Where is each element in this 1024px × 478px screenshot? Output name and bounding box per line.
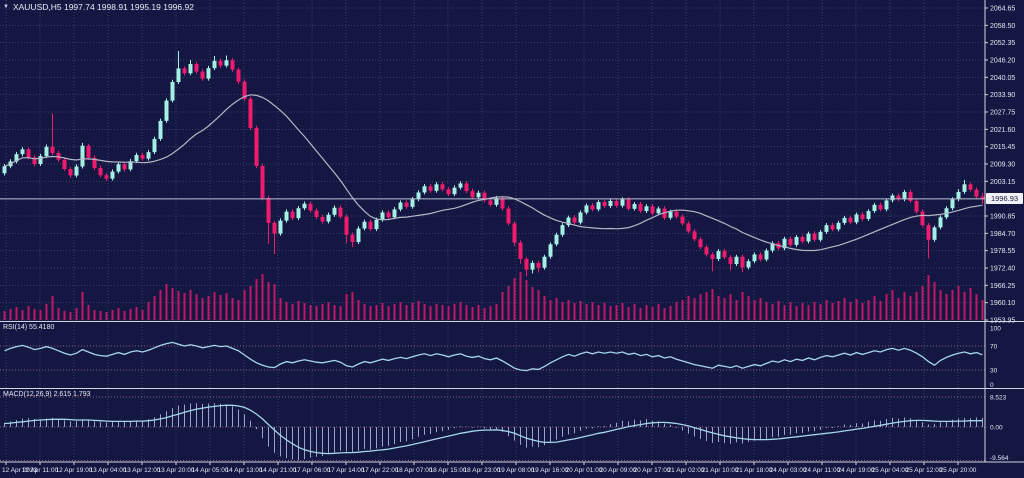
price-tick-label: 2003.15: [990, 179, 1015, 186]
macd-scale-label: -9.564: [990, 455, 1009, 462]
price-tick-label: 2052.35: [990, 40, 1015, 47]
price-tick-label: 2021.60: [990, 127, 1015, 134]
price-tick-label: 2009.30: [990, 161, 1015, 168]
time-tick-label: 21 Apr 18:00: [736, 467, 773, 474]
current-price-label: 1996.93: [986, 193, 1023, 205]
time-tick-label: 12 Apr 11:00: [22, 467, 59, 474]
macd-scale-label: 0.00: [990, 425, 1003, 432]
price-tick-label: 2027.75: [990, 109, 1015, 116]
price-tick-label: 2064.65: [990, 6, 1015, 13]
macd-scale-label: 8.523: [990, 395, 1007, 402]
price-tick-label: 2046.20: [990, 57, 1015, 64]
time-tick-label: 20 Apr 01:00: [566, 467, 603, 474]
rsi-scale-label: 30: [990, 368, 998, 375]
time-tick-label: 19 Apr 08:00: [498, 467, 535, 474]
time-tick-label: 13 Apr 04:00: [90, 467, 127, 474]
time-tick-label: 17 Apr 14:00: [328, 467, 365, 474]
time-tick-label: 20 Apr 09:00: [600, 467, 637, 474]
price-tick-label: 2033.90: [990, 92, 1015, 99]
time-tick-label: 24 Apr 19:00: [838, 467, 875, 474]
macd-indicator-label: MACD(12,26,9) 2.615 1.793: [3, 391, 91, 398]
candles-layer: [2, 50, 985, 277]
moving-average-line: [4, 94, 983, 252]
time-tick-label: 25 Apr 20:00: [940, 467, 977, 474]
chart-title: ▼ XAUUSD,H5 1997.74 1998.91 1995.19 1996…: [3, 2, 194, 12]
time-tick-label: 17 Apr 22:00: [362, 467, 399, 474]
time-tick-label: 24 Apr 03:00: [770, 467, 807, 474]
price-axis[interactable]: 2064.65 2058.50 2052.35 2046.20 2040.05 2033.…: [985, 6, 1015, 463]
price-tick-label: 1978.55: [990, 248, 1015, 255]
time-tick-label: 18 Apr 07:00: [396, 467, 433, 474]
time-tick-label: 19 Apr 16:00: [532, 467, 569, 474]
macd-signal-line: [4, 404, 983, 455]
time-tick-label: 18 Apr 23:00: [464, 467, 501, 474]
time-tick-label: 14 Apr 13:00: [226, 467, 263, 474]
rsi-indicator-label: RSI(14) 55.4180: [3, 324, 55, 331]
rsi-line: [4, 341, 983, 372]
time-tick-label: 21 Apr 02:00: [668, 467, 705, 474]
time-tick-label: 25 Apr 04:00: [872, 467, 909, 474]
time-tick-label: 17 Apr 06:00: [294, 467, 331, 474]
time-tick-label: 12 Apr 2023: [2, 467, 37, 474]
time-tick-label: 24 Apr 11:00: [804, 467, 841, 474]
time-tick-label: 18 Apr 15:00: [430, 467, 467, 474]
time-tick-label: 14 Apr 05:00: [192, 467, 229, 474]
price-tick-label: 2040.05: [990, 75, 1015, 82]
time-tick-label: 25 Apr 12:00: [906, 467, 943, 474]
time-tick-label: 13 Apr 20:00: [158, 467, 195, 474]
grid-layer: [0, 0, 985, 462]
time-tick-label: 12 Apr 19:00: [56, 467, 93, 474]
time-tick-label: 20 Apr 17:00: [634, 467, 671, 474]
price-tick-label: 1960.10: [990, 300, 1015, 307]
symbol-ohlc-title: XAUUSD,H5 1997.74 1998.91 1995.19 1996.9…: [12, 2, 194, 12]
time-tick-label: 21 Apr 10:00: [702, 467, 739, 474]
price-tick-label: 1990.85: [990, 213, 1015, 220]
dropdown-arrow-icon[interactable]: ▼: [3, 4, 9, 10]
price-tick-label: 2015.45: [990, 144, 1015, 151]
rsi-scale-label: 0: [990, 382, 994, 389]
price-tick-label: 1972.40: [990, 265, 1015, 272]
rsi-scale-label: 70: [990, 344, 998, 351]
time-tick-label: 13 Apr 12:00: [124, 467, 161, 474]
price-tick-label: 1966.25: [990, 283, 1015, 290]
time-tick-label: 14 Apr 21:00: [260, 467, 297, 474]
volume-layer: [3, 272, 984, 320]
rsi-scale-label: 100: [990, 326, 1001, 333]
price-tick-label: 1984.70: [990, 231, 1015, 238]
price-tick-label: 1953.95: [990, 317, 1015, 324]
price-tick-label: 2058.50: [990, 23, 1015, 30]
